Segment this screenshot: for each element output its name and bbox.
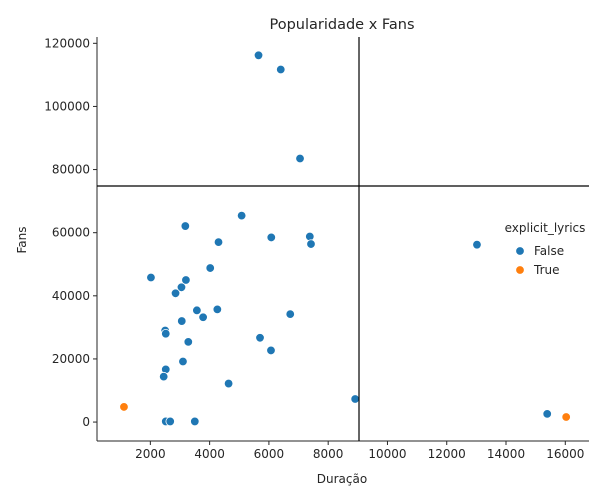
data-point-false <box>276 64 286 75</box>
data-points <box>119 50 571 427</box>
data-point-false <box>181 275 191 285</box>
data-point-false <box>212 304 223 315</box>
x-tick-label: 4000 <box>194 447 225 461</box>
data-point-false <box>177 316 187 326</box>
chart-title: Popularidade x Fans <box>269 17 414 33</box>
data-point-false <box>205 263 215 273</box>
data-point-false <box>266 345 276 356</box>
data-point-false <box>306 239 316 249</box>
y-tick-label: 120000 <box>44 36 90 50</box>
data-point-false <box>158 371 169 382</box>
data-point-false <box>180 221 191 231</box>
data-point-true <box>561 412 571 422</box>
data-point-false <box>183 337 193 347</box>
x-axis-label: Duração <box>317 472 367 486</box>
data-point-false <box>190 416 200 427</box>
data-point-false <box>295 153 305 164</box>
axis-ticks: 2000 4000 6000 8000 10000 12000 14000 16000 0 200… <box>44 36 584 461</box>
legend-marker-true <box>515 265 525 275</box>
data-point-false <box>146 272 156 283</box>
x-tick-label: 2000 <box>135 447 166 461</box>
data-point-false <box>305 231 315 242</box>
data-point-false <box>253 50 264 61</box>
data-point-false <box>178 356 188 367</box>
data-point-false <box>236 210 247 221</box>
data-point-false <box>161 328 171 339</box>
data-point-false <box>255 333 265 343</box>
data-point-false <box>198 312 208 322</box>
data-point-false <box>170 288 181 298</box>
x-tick-label: 14000 <box>487 447 525 461</box>
data-point-false <box>213 237 224 247</box>
reference-lines <box>97 37 589 441</box>
y-tick-label: 80000 <box>52 163 90 177</box>
data-point-false <box>350 394 360 404</box>
data-point-false <box>192 305 202 316</box>
data-point-false <box>266 232 276 243</box>
data-point-false <box>165 416 175 427</box>
legend-marker-false <box>515 246 525 256</box>
data-point-false <box>285 309 295 319</box>
data-point-true <box>119 402 129 412</box>
data-point-false <box>223 378 234 389</box>
legend: explicit_lyrics False True <box>505 221 586 277</box>
data-point-false <box>176 282 187 292</box>
x-tick-label: 10000 <box>368 447 406 461</box>
x-tick-label: 12000 <box>428 447 466 461</box>
y-tick-label: 100000 <box>44 99 90 113</box>
legend-label-false: False <box>534 244 564 258</box>
x-tick-label: 8000 <box>313 447 344 461</box>
legend-title: explicit_lyrics <box>505 221 586 235</box>
x-tick-label: 6000 <box>254 447 285 461</box>
x-tick-label: 16000 <box>546 447 584 461</box>
y-tick-label: 60000 <box>52 226 90 240</box>
data-point-false <box>542 409 552 419</box>
y-tick-label: 40000 <box>52 289 90 303</box>
legend-label-true: True <box>533 263 560 277</box>
y-tick-label: 20000 <box>52 352 90 366</box>
y-axis-label: Fans <box>15 226 29 253</box>
data-point-false <box>472 239 482 250</box>
plot-area <box>96 37 589 442</box>
y-tick-label: 0 <box>82 415 90 429</box>
